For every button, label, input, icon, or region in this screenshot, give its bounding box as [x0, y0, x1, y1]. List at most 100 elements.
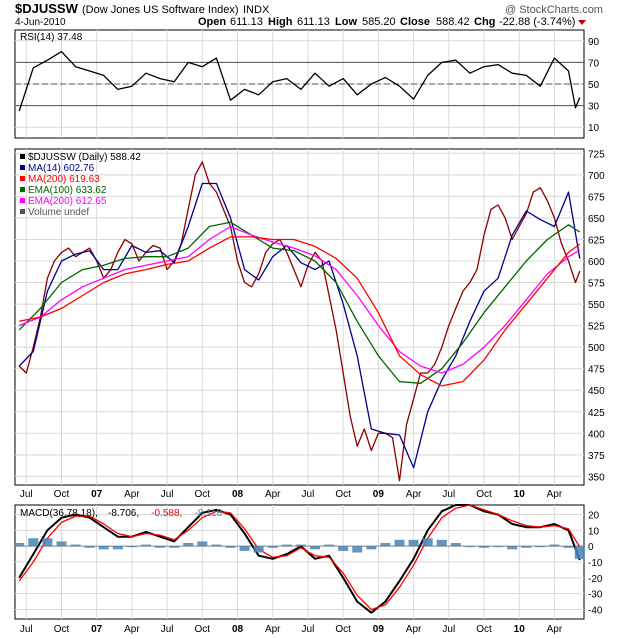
x-tick-label: 08 [232, 489, 244, 500]
y-tick-label: 90 [588, 37, 600, 48]
x-tick-label: Jul [20, 624, 33, 635]
y-tick-label: 550 [588, 300, 605, 311]
macd-histogram-bar [507, 546, 518, 550]
x-tick-label: 09 [373, 624, 385, 635]
legend-label: MA(200) 619.63 [28, 174, 100, 185]
series-rsi-14 [18, 50, 581, 112]
x-tick-label: Jul [20, 489, 33, 500]
legend-swatch [20, 154, 25, 159]
x-tick-label: Oct [54, 489, 70, 500]
legend-swatch [20, 198, 25, 203]
legend-label: Volume undef [28, 207, 89, 218]
x-tick-label: 08 [232, 624, 244, 635]
macd-histogram-bar [239, 546, 250, 551]
macd-histogram-bar [281, 544, 292, 547]
macd-legend-item: MACD(36,78,18), [20, 508, 98, 519]
x-tick-label: Jul [161, 489, 174, 500]
exchange: INDX [243, 4, 270, 16]
x-tick-label: 07 [91, 489, 103, 500]
macd-histogram-bar [155, 546, 166, 548]
macd-histogram-bar [408, 539, 419, 547]
x-tick-label: 09 [373, 489, 385, 500]
x-tick-label: Jul [161, 624, 174, 635]
rsi-level-lines [15, 61, 584, 107]
close-label: Close [400, 16, 430, 28]
macd-histogram-bar [479, 546, 490, 548]
legend-swatch [20, 176, 25, 181]
rsi-panel: 90 70 50 30 10 RSI(14) 37.48 [14, 29, 600, 139]
rsi-legend: RSI(14) 37.48 [20, 32, 83, 43]
x-tick-label: Apr [124, 624, 140, 635]
macd-histogram-bar [464, 546, 475, 548]
x-tick-label: Oct [54, 624, 70, 635]
y-tick-label: 375 [588, 451, 605, 462]
x-tick-label: Oct [476, 624, 492, 635]
legend-label: EMA(200) 612.65 [28, 196, 107, 207]
series-macd [18, 504, 581, 614]
y-tick-label: 425 [588, 408, 605, 419]
x-tick-label: Oct [335, 624, 351, 635]
y-tick-label: 10 [588, 123, 600, 134]
y-tick-label: 350 [588, 472, 605, 483]
quote-date: 4-Jun-2010 [15, 17, 66, 28]
y-tick-label: 400 [588, 429, 605, 440]
macd-histogram-bar [563, 546, 574, 548]
macd-histogram-bar [549, 544, 560, 547]
macd-histogram-bar [225, 546, 236, 548]
low-label: Low [335, 16, 357, 28]
y-tick-label: -40 [588, 606, 603, 617]
open-value: 611.13 [230, 16, 263, 28]
macd-histogram-bar [309, 546, 320, 550]
macd-histogram-bar [295, 544, 306, 547]
macd-histogram-bar [183, 543, 194, 547]
x-tick-label: 10 [514, 624, 526, 635]
macd-histogram-bar [521, 546, 532, 548]
macd-histogram-bar [84, 546, 95, 548]
y-tick-label: -20 [588, 574, 603, 585]
macd-histogram-bar [380, 543, 391, 547]
macd-histogram-bar [112, 546, 123, 550]
macd-histogram-bar [422, 538, 433, 547]
macd-grid [15, 505, 584, 619]
macd-histogram-bar [140, 544, 151, 547]
y-tick-label: 650 [588, 214, 605, 225]
series-ma-14 [18, 182, 581, 469]
macd-histogram-bar [211, 544, 222, 547]
macd-histogram-bar [14, 543, 25, 547]
macd-histogram-bar [70, 544, 81, 547]
macd-series [14, 504, 585, 614]
x-tick-label: Oct [195, 624, 211, 635]
x-tick-label: Jul [302, 624, 315, 635]
y-tick-label: 0 [588, 542, 594, 553]
series-ema-100 [18, 221, 581, 384]
x-tick-label: Apr [265, 489, 281, 500]
price-grid [15, 149, 584, 485]
x-tick-label: Apr [547, 624, 563, 635]
low-value: 585.20 [362, 16, 396, 28]
y-tick-label: 700 [588, 171, 605, 182]
macd-legend-item: -0.588, [151, 508, 182, 519]
open-label: Open [198, 16, 226, 28]
high-value: 611.13 [297, 16, 330, 28]
x-tick-label: Apr [124, 489, 140, 500]
y-tick-label: 475 [588, 365, 605, 376]
macd-histogram-bar [42, 538, 53, 547]
macd-legend: MACD(36,78,18), -8.706, -0.588, -8.118 [20, 508, 222, 519]
index-name: (Dow Jones US Software Index) [82, 4, 239, 16]
y-tick-label: -10 [588, 558, 603, 569]
high-label: High [268, 16, 293, 28]
macd-histogram-bar [535, 546, 546, 548]
macd-histogram-bar [338, 546, 349, 551]
x-axis-middle: Jul Oct 07 Apr Jul Oct 08 Apr Jul Oct 09 Apr Jul Oct 1… [20, 489, 563, 500]
rsi-series [18, 50, 581, 112]
y-tick-label: 600 [588, 257, 605, 268]
y-tick-label: 625 [588, 235, 605, 246]
series-ma-200 [19, 236, 581, 387]
macd-histogram-bar [28, 538, 39, 547]
legend-swatch [20, 187, 25, 192]
x-tick-label: Oct [335, 489, 351, 500]
macd-y-axis: 20 10 0 -10 -20 -30 -40 [588, 511, 603, 617]
y-tick-label: 450 [588, 386, 605, 397]
macd-histogram-bar [267, 546, 278, 548]
